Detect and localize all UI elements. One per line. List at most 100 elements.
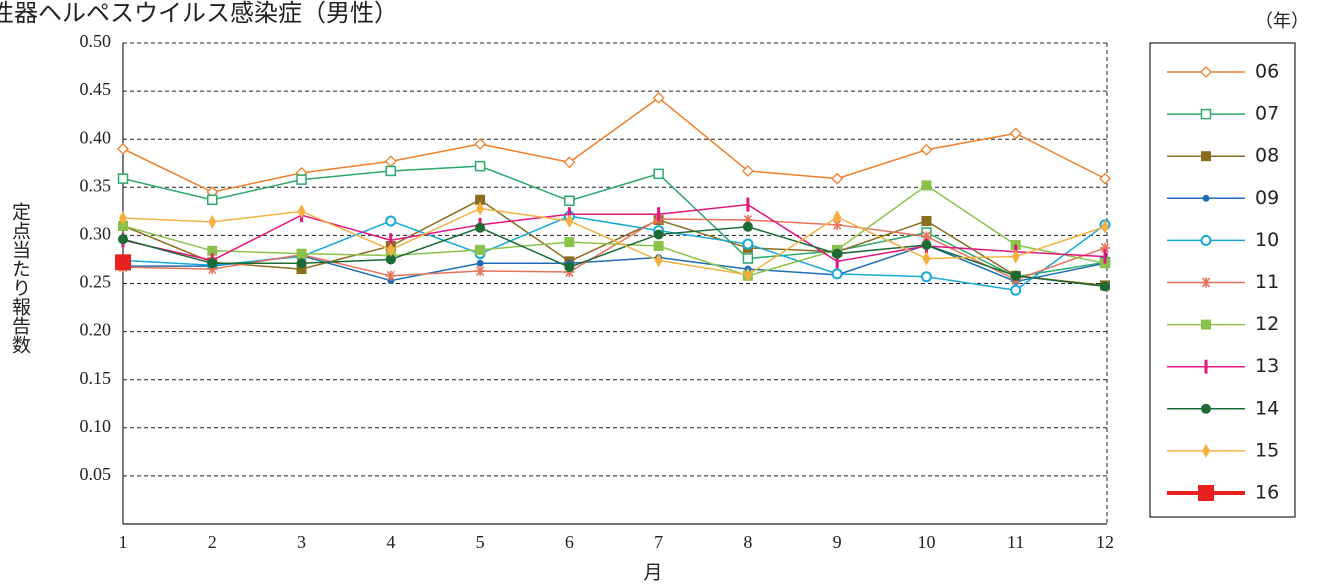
- series-line: [122, 215, 1106, 292]
- x-axis-label: 月: [643, 562, 662, 584]
- x-tick-label: 4: [386, 532, 395, 552]
- legend-label: 09: [1255, 187, 1279, 209]
- data-point: [474, 160, 486, 172]
- data-point: [119, 211, 127, 226]
- legend-marker: [1204, 359, 1208, 374]
- legend-marker: [1198, 485, 1214, 501]
- legend-label: 12: [1255, 313, 1279, 335]
- data-point: [389, 233, 393, 248]
- data-point: [921, 231, 932, 242]
- data-point: [207, 264, 218, 275]
- chart-title: 性器ヘルペスウイルス感染症（男性）: [0, 0, 398, 27]
- data-point: [296, 258, 307, 269]
- data-point: [207, 245, 218, 256]
- data-point: [1100, 281, 1110, 292]
- data-point: [653, 240, 664, 251]
- y-tick-label: 0.40: [80, 127, 112, 147]
- legend-marker: [1200, 108, 1212, 120]
- data-point: [832, 219, 843, 230]
- x-tick-label: 1: [119, 532, 128, 552]
- data-point: [657, 207, 661, 222]
- data-point: [385, 215, 397, 227]
- data-point: [921, 215, 932, 226]
- series-line: [122, 207, 1106, 276]
- legend-marker: [1201, 403, 1211, 414]
- data-point: [742, 215, 753, 226]
- y-tick-label: 0.35: [80, 175, 112, 195]
- series-line: [122, 203, 1106, 263]
- data-point: [742, 238, 754, 250]
- y-tick-label: 0.05: [80, 464, 112, 484]
- data-point: [475, 222, 486, 233]
- legend-label: 13: [1255, 355, 1279, 377]
- data-point: [922, 251, 931, 266]
- x-tick-label: 8: [743, 532, 752, 552]
- x-tick-label: 7: [654, 532, 663, 552]
- data-point: [653, 229, 664, 240]
- data-point: [831, 172, 844, 185]
- data-point: [653, 168, 664, 180]
- data-point: [207, 258, 218, 269]
- data-point: [385, 165, 397, 177]
- data-point: [385, 270, 396, 281]
- legend-label: 10: [1255, 229, 1279, 251]
- data-point: [742, 221, 753, 232]
- data-point: [1099, 172, 1111, 185]
- data-point: [297, 204, 306, 219]
- data-point: [296, 174, 307, 185]
- legend-marker: [1201, 319, 1211, 330]
- data-point: [115, 254, 131, 271]
- data-point: [746, 197, 750, 212]
- legend-title: （年）: [1255, 11, 1309, 32]
- data-point: [207, 194, 218, 206]
- legend-marker: [1202, 443, 1210, 458]
- data-point: [475, 265, 486, 276]
- data-point: [475, 194, 486, 205]
- y-tick-label: 0.20: [80, 320, 112, 340]
- y-tick-label: 0.45: [80, 79, 112, 99]
- legend-label: 16: [1255, 482, 1279, 504]
- data-point: [743, 267, 752, 282]
- series-line: [122, 184, 1106, 277]
- data-point: [654, 253, 663, 268]
- data-point: [208, 214, 217, 229]
- data-point: [831, 268, 843, 280]
- legend-label: 06: [1255, 61, 1279, 83]
- legend-label: 14: [1255, 397, 1279, 419]
- data-point: [296, 248, 307, 259]
- legend-marker: [1201, 151, 1211, 162]
- data-point: [117, 173, 129, 184]
- legend-marker: [1201, 277, 1211, 288]
- data-point: [565, 213, 574, 228]
- data-point: [118, 234, 128, 245]
- data-point: [384, 155, 397, 168]
- x-tick-label: 10: [917, 532, 935, 552]
- data-point: [118, 220, 128, 231]
- data-point: [833, 210, 842, 225]
- data-point: [1010, 284, 1022, 296]
- data-point: [476, 259, 484, 267]
- x-tick-label: 11: [1007, 532, 1024, 552]
- x-tick-label: 2: [208, 532, 217, 552]
- data-point: [1011, 249, 1020, 264]
- legend-label: 11: [1255, 271, 1279, 293]
- legend-box: [1149, 42, 1296, 518]
- data-point: [475, 244, 486, 255]
- series-line: [122, 225, 1106, 288]
- y-tick-label: 0.10: [80, 416, 112, 436]
- data-point: [1010, 270, 1021, 281]
- data-point: [1101, 219, 1109, 234]
- data-point: [835, 254, 839, 269]
- y-axis-label: 定点当たり報告数: [9, 202, 31, 354]
- y-tick-label: 0.25: [80, 272, 112, 292]
- data-point: [742, 253, 754, 264]
- y-tick-label: 0.50: [80, 31, 112, 51]
- y-tick-label: 0.30: [80, 224, 112, 244]
- data-point: [563, 156, 576, 169]
- legend-label: 07: [1255, 103, 1279, 125]
- x-tick-label: 9: [833, 532, 842, 552]
- legend-label: 15: [1255, 439, 1279, 461]
- data-point: [741, 165, 754, 177]
